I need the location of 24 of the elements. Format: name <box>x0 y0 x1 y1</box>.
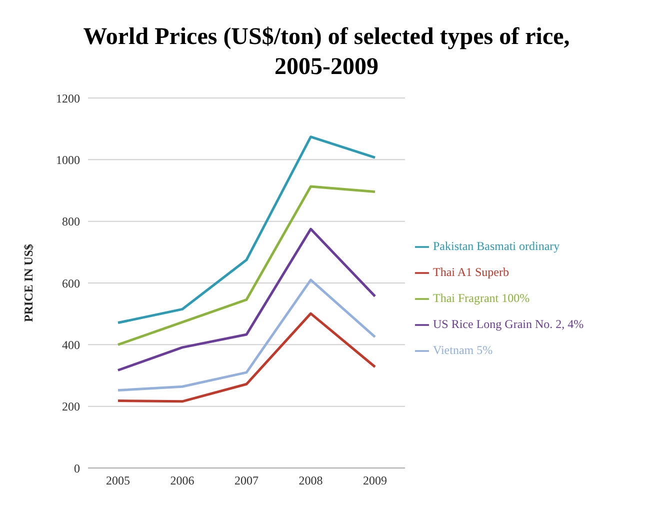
line-series <box>116 312 376 403</box>
line-series <box>116 228 376 372</box>
x-tick-label: 2007 <box>234 474 258 488</box>
legend-label: Thai A1 Superb <box>433 265 509 279</box>
y-tick-label: 600 <box>62 276 80 290</box>
line-series <box>116 278 376 392</box>
x-tick-label: 2009 <box>363 474 387 488</box>
y-tick-label: 1000 <box>56 152 80 167</box>
y-tick-label: 0 <box>74 461 80 476</box>
chart-title: World Prices (US$/ton) of selected types of rice, 2005-2009 <box>82 23 571 82</box>
x-tick-label: 2006 <box>170 474 194 488</box>
line-series <box>116 136 376 324</box>
x-tick-label: 2008 <box>298 474 323 488</box>
legend-label: Thai Fragrant 100% <box>433 291 530 305</box>
line-series <box>116 185 376 346</box>
y-tick-label: 1200 <box>56 91 80 106</box>
legend-label: Pakistan Basmati ordinary <box>433 239 560 253</box>
y-tick-label: 200 <box>62 400 80 414</box>
legend-label: US Rice Long Grain No. 2, 4% <box>433 317 584 331</box>
y-axis-title: PRICE IN US$ <box>21 244 36 322</box>
x-tick-label: 2005 <box>106 474 130 488</box>
y-tick-label: 400 <box>62 338 80 352</box>
y-tick-label: 800 <box>62 214 80 229</box>
legend-label: Vietnam 5% <box>433 343 493 357</box>
